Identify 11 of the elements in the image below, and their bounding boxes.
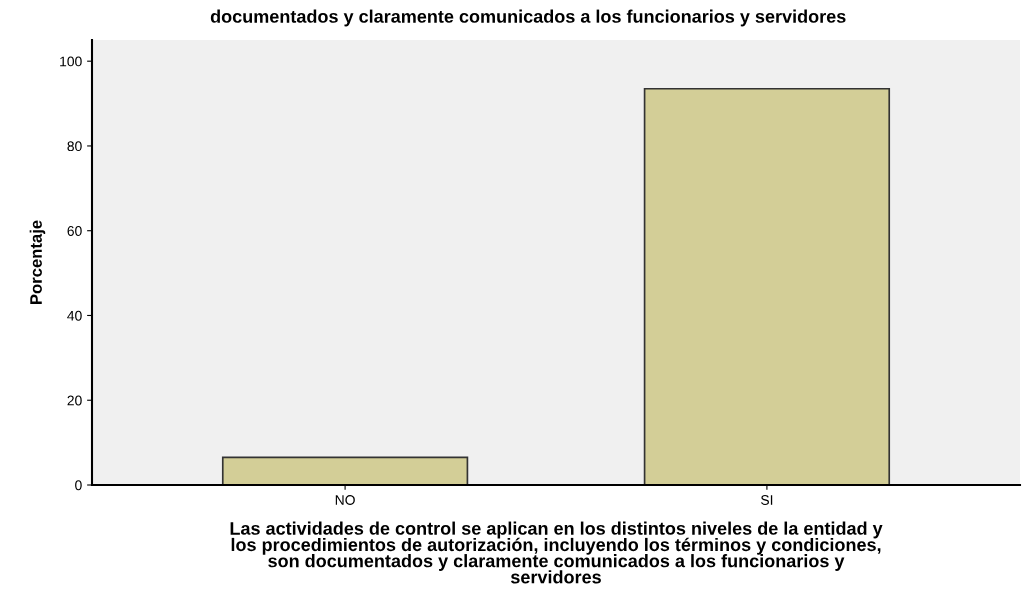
x-tick-label: NO <box>335 495 355 505</box>
y-tick-label: 20 <box>67 395 82 406</box>
y-tick-label: 80 <box>67 141 82 152</box>
y-tick-label: 60 <box>67 226 82 236</box>
x-axis-title: Las actividades de control se aplican en los distintos niveles de la entidad y los procedimientos de autorización, incluyendo los términos y condiciones, son documentados y claramente comunicados a los funcionarios y servidores <box>230 521 883 584</box>
y-tick-label: 40 <box>67 310 82 321</box>
chart-title: documentados y claramente comunicados a los funcionarios y servidores <box>210 9 846 27</box>
y-tick-label: 100 <box>60 56 82 67</box>
x-tick-label: SI <box>760 495 773 505</box>
y-axis-title: Porcentaje <box>29 220 46 304</box>
y-tick-label: 0 <box>75 480 82 491</box>
